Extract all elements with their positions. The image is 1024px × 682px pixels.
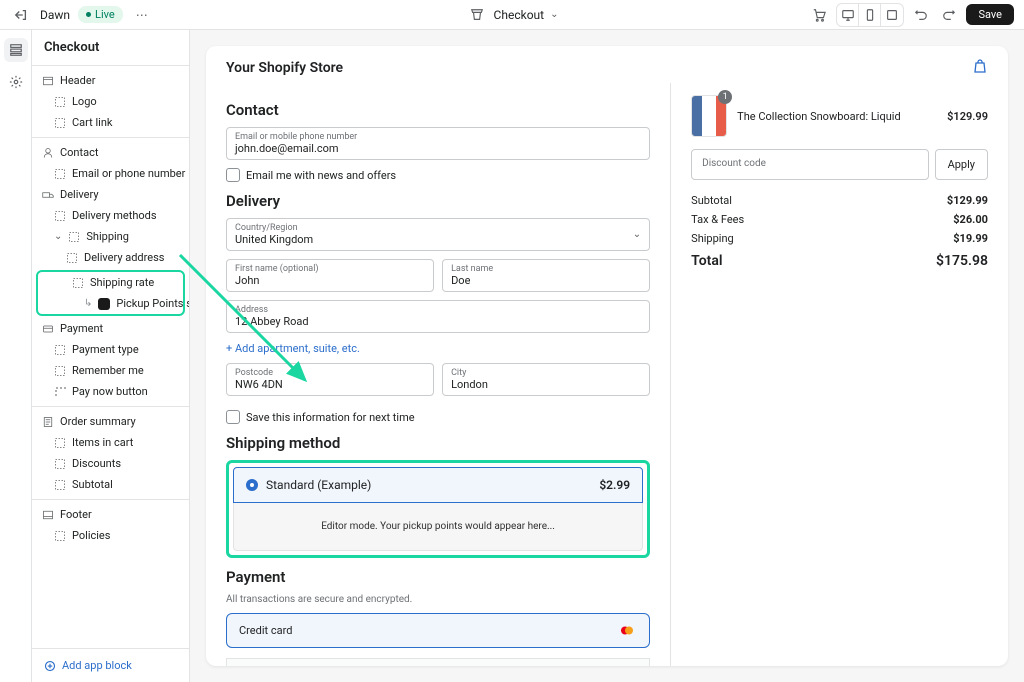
lastname-field[interactable]: Last nameDoe [442, 259, 650, 292]
settings-icon[interactable] [4, 70, 28, 94]
canvas: Your Shopify Store Contact Email or mobi… [190, 30, 1024, 682]
device-toggle [836, 3, 904, 27]
firstname-field[interactable]: First name (optional)John [226, 259, 434, 292]
context-icon [466, 4, 488, 26]
tree-ordersummary[interactable]: Order summary [32, 411, 189, 432]
shipmethod-heading: Shipping method [226, 434, 650, 452]
editor-placeholder: Editor mode. Your pickup points would ap… [233, 503, 643, 551]
chevron-down-icon[interactable]: ⌄ [550, 9, 558, 20]
desktop-icon[interactable] [837, 4, 859, 26]
tree-selector[interactable]: ↳Pickup Points selector [38, 293, 183, 314]
sidebar-title: Checkout [32, 30, 189, 65]
tree-discounts[interactable]: Discounts [32, 453, 189, 474]
email-field[interactable]: Email or mobile phone number john.doe@em… [226, 127, 650, 160]
tree-shipping[interactable]: ⌄Shipping [32, 226, 189, 247]
fullscreen-icon[interactable] [881, 4, 903, 26]
tax-line: Tax & Fees$26.00 [691, 213, 988, 226]
tree-contact[interactable]: Contact [32, 142, 189, 163]
tree-items[interactable]: Items in cart [32, 432, 189, 453]
country-field[interactable]: Country/RegionUnited Kingdom ⌄ [226, 218, 650, 251]
add-apartment-link[interactable]: + Add apartment, suite, etc. [226, 342, 360, 355]
shipping-option[interactable]: Standard (Example) $2.99 [233, 467, 643, 503]
tree-email[interactable]: Email or phone number [32, 163, 189, 184]
highlight-tree: Shipping rate ↳Pickup Points selector [36, 270, 185, 316]
add-app-block[interactable]: Add app block [32, 648, 189, 682]
tree-policies[interactable]: Policies [32, 525, 189, 546]
payment-subtext: All transactions are secure and encrypte… [226, 594, 650, 605]
mobile-icon[interactable] [859, 4, 881, 26]
redo-icon[interactable] [938, 4, 960, 26]
discount-input[interactable]: Discount code [691, 149, 928, 180]
tree-header[interactable]: Header [32, 70, 189, 91]
total-line: Total$175.98 [691, 253, 988, 269]
product-name: The Collection Snowboard: Liquid [737, 110, 937, 123]
context-label[interactable]: Checkout [494, 8, 545, 22]
undo-icon[interactable] [910, 4, 932, 26]
more-icon[interactable]: ⋯ [131, 4, 153, 26]
product-thumb: 1 [691, 95, 727, 137]
tree-subtotal[interactable]: Subtotal [32, 474, 189, 495]
address-field[interactable]: Address12 Abbey Road [226, 300, 650, 333]
cc-option[interactable]: Credit card [226, 613, 650, 648]
cart-item: 1 The Collection Snowboard: Liquid $129.… [691, 95, 988, 137]
tree-logo[interactable]: Logo [32, 91, 189, 112]
product-price: $129.99 [947, 110, 988, 123]
sidebar: Checkout Header Logo Cart link Contact E… [32, 30, 190, 682]
topbar: Dawn Live ⋯ Checkout ⌄ Save [0, 0, 1024, 30]
cart-icon[interactable] [808, 4, 830, 26]
optin-checkbox[interactable]: Email me with news and offers [226, 168, 650, 182]
cc-fields: Card number Expiration date (MM / YY) Se… [226, 658, 650, 666]
tree-paynow[interactable]: Pay now button [32, 381, 189, 402]
bag-icon[interactable] [972, 58, 988, 77]
saveinfo-checkbox[interactable]: Save this information for next time [226, 410, 650, 424]
iconbar [0, 30, 32, 682]
tree-rate[interactable]: Shipping rate [38, 272, 183, 293]
tree-delivery[interactable]: Delivery [32, 184, 189, 205]
tree-paytype[interactable]: Payment type [32, 339, 189, 360]
mastercard-icon [617, 624, 637, 637]
apply-button[interactable]: Apply [935, 149, 988, 180]
preview-card: Your Shopify Store Contact Email or mobi… [206, 46, 1008, 666]
summary-column: 1 The Collection Snowboard: Liquid $129.… [671, 83, 1008, 666]
tree-methods[interactable]: Delivery methods [32, 205, 189, 226]
tree-footer[interactable]: Footer [32, 504, 189, 525]
payment-heading: Payment [226, 568, 650, 586]
tree-address[interactable]: Delivery address [32, 247, 189, 268]
city-field[interactable]: CityLondon [442, 363, 650, 396]
chevron-down-icon: ⌄ [633, 229, 641, 240]
radio-checked-icon [246, 479, 258, 491]
tree-remember[interactable]: Remember me [32, 360, 189, 381]
tree-cartlink[interactable]: Cart link [32, 112, 189, 133]
sections-icon[interactable] [4, 38, 28, 62]
status-badge: Live [78, 6, 123, 23]
shipping-line: Shipping$19.99 [691, 232, 988, 245]
theme-name: Dawn [40, 8, 70, 22]
delivery-heading: Delivery [226, 192, 650, 210]
postcode-field[interactable]: PostcodeNW6 4DN [226, 363, 434, 396]
store-title: Your Shopify Store [226, 60, 343, 76]
form-column: Contact Email or mobile phone number joh… [206, 83, 671, 666]
shipmethod-highlight: Standard (Example) $2.99 Editor mode. Yo… [226, 460, 650, 558]
subtotal-line: Subtotal$129.99 [691, 194, 988, 207]
contact-heading: Contact [226, 101, 650, 119]
exit-icon[interactable] [10, 4, 32, 26]
save-button[interactable]: Save [966, 4, 1014, 25]
tree-payment[interactable]: Payment [32, 318, 189, 339]
